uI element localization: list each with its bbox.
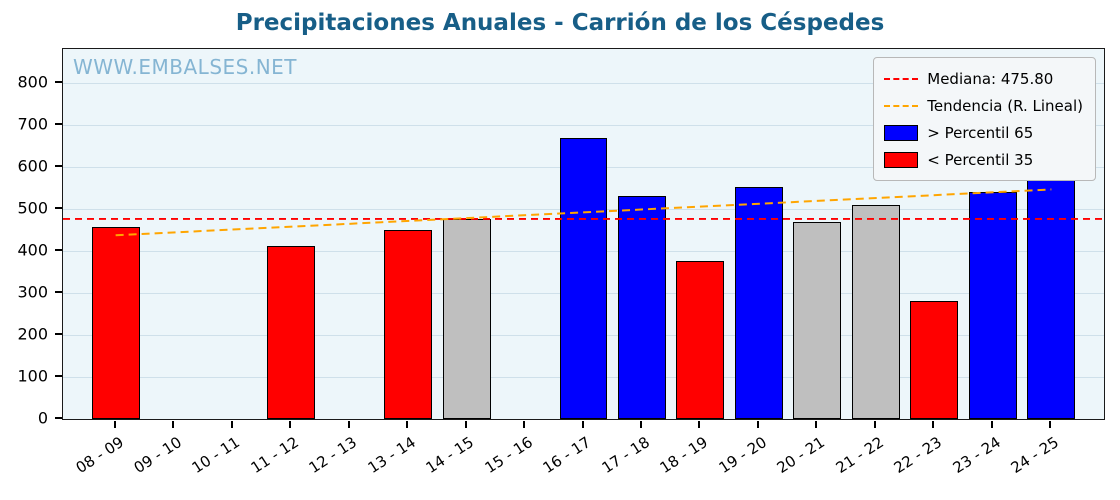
x-tick-mark (698, 421, 701, 428)
y-tick-label: 700 (17, 114, 48, 134)
legend-label: Mediana: 475.80 (927, 69, 1054, 88)
y-tick-label: 300 (17, 282, 48, 302)
bar (384, 230, 433, 419)
bar (793, 222, 842, 419)
x-tick-mark (347, 421, 350, 428)
trend-line-sample (884, 104, 919, 107)
y-tick-mark (55, 290, 62, 293)
x-tick-mark (464, 421, 467, 428)
legend-item-p35: < Percentil 35 (884, 146, 1083, 173)
x-tick-label: 08 - 09 (72, 433, 127, 478)
x-tick-label: 17 - 18 (598, 433, 653, 478)
p65-patch-sample (884, 124, 919, 141)
watermark: WWW.EMBALSES.NET (73, 55, 298, 79)
y-tick-mark (55, 417, 62, 419)
x-tick-label: 24 - 25 (1007, 433, 1063, 478)
median-line-sample (884, 77, 919, 80)
p35-patch-sample (884, 151, 919, 168)
x-axis: 08 - 09 09 - 10 10 - 11 11 - 12 12 - 13 13 - … (62, 421, 1105, 499)
bar (442, 218, 491, 419)
bar (267, 245, 316, 419)
legend-item-p65: > Percentil 65 (884, 119, 1083, 146)
bar (91, 226, 140, 419)
legend-item-median: Mediana: 475.80 (884, 65, 1083, 92)
x-tick-label: 11 - 12 (247, 433, 302, 478)
x-tick-label: 15 - 16 (481, 433, 536, 478)
y-tick-label: 100 (17, 366, 48, 386)
y-tick-label: 500 (17, 198, 48, 218)
x-tick-label: 22 - 23 (890, 433, 946, 478)
chart-title: Precipitaciones Anuales - Carrión de los… (235, 10, 885, 36)
bar (676, 260, 725, 419)
y-tick-mark (55, 374, 62, 377)
bar (559, 138, 608, 419)
x-tick-mark (230, 421, 233, 428)
x-tick-mark (990, 421, 993, 428)
x-tick-mark (815, 421, 818, 428)
x-tick-label: 21 - 22 (832, 433, 887, 478)
x-tick-label: 09 - 10 (130, 433, 185, 478)
x-tick-label: 23 - 24 (949, 433, 1004, 478)
bar (734, 186, 783, 419)
y-tick-label: 600 (17, 156, 48, 176)
y-tick-label: 0 (37, 408, 48, 428)
x-tick-mark (289, 421, 292, 428)
legend-label: > Percentil 65 (927, 123, 1034, 142)
x-tick-mark (113, 421, 116, 428)
y-tick-label: 800 (17, 72, 48, 92)
x-tick-mark (406, 421, 409, 428)
x-tick-mark (639, 421, 642, 428)
x-tick-mark (1049, 421, 1052, 428)
legend: Mediana: 475.80 Tendencia (R. Lineal) > … (873, 57, 1096, 181)
x-tick-mark (172, 421, 175, 428)
y-tick-mark (55, 248, 62, 251)
x-tick-mark (873, 421, 876, 428)
x-tick-mark (523, 421, 526, 428)
x-tick-label: 19 - 20 (715, 433, 770, 478)
x-tick-mark (932, 421, 935, 428)
y-tick-mark (55, 206, 62, 209)
y-tick-mark (55, 332, 62, 335)
x-tick-label: 16 - 17 (539, 433, 595, 478)
bar (851, 205, 900, 419)
y-tick-mark (55, 164, 62, 167)
x-tick-label: 12 - 13 (306, 433, 361, 478)
x-tick-label: 10 - 11 (189, 433, 244, 478)
x-tick-label: 14 - 15 (422, 433, 478, 478)
x-tick-mark (756, 421, 759, 428)
y-tick-mark (55, 80, 62, 83)
bar (968, 191, 1017, 419)
legend-item-trend: Tendencia (R. Lineal) (884, 92, 1083, 119)
plot-area: WWW.EMBALSES.NET Mediana: 475.80 Tendenc… (62, 48, 1105, 420)
legend-label: < Percentil 35 (927, 150, 1034, 169)
bar (618, 196, 666, 419)
x-tick-label: 13 - 14 (364, 433, 419, 478)
legend-label: Tendencia (R. Lineal) (927, 96, 1083, 115)
y-tick-mark (55, 122, 62, 125)
y-tick-label: 400 (17, 240, 48, 260)
gridline (63, 82, 1104, 84)
x-tick-label: 18 - 19 (656, 433, 712, 478)
y-axis: 0 100 200 300 400 500 600 700 800 (0, 48, 62, 428)
x-tick-label: 20 - 21 (773, 433, 829, 478)
y-tick-label: 200 (17, 324, 48, 344)
x-tick-mark (581, 421, 584, 428)
bar (910, 300, 959, 419)
gridline (63, 124, 1104, 126)
